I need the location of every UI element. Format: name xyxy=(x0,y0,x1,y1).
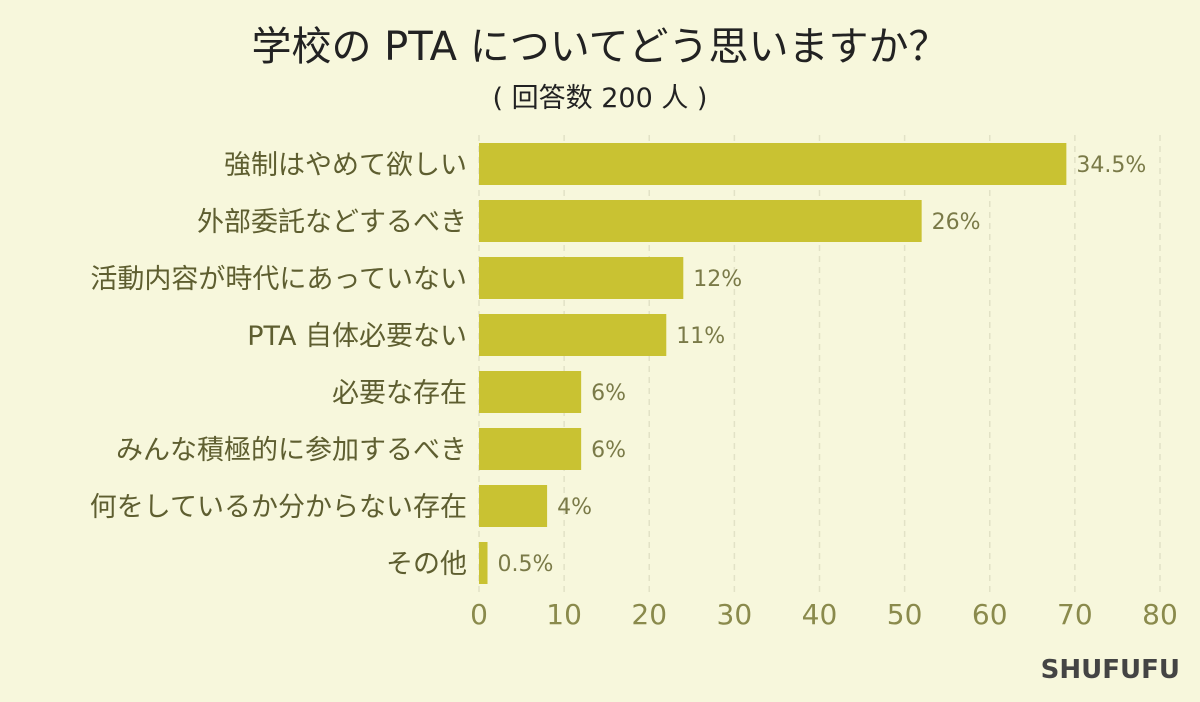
bar xyxy=(479,542,488,584)
category-label: 活動内容が時代にあっていない xyxy=(90,264,467,295)
data-label: 26% xyxy=(932,210,981,235)
x-tick-label: 50 xyxy=(887,598,923,631)
bar xyxy=(479,257,684,299)
x-tick-label: 30 xyxy=(717,598,753,631)
data-label: 11% xyxy=(676,324,725,349)
bar xyxy=(479,200,922,242)
chart-title: 学校の PTA についてどう思いますか？ xyxy=(251,24,948,70)
category-label: PTA 自体必要ない xyxy=(247,321,467,352)
bar xyxy=(479,314,667,356)
category-label: その他 xyxy=(386,549,467,580)
chart-subtitle: ( 回答数 200 人 ) xyxy=(493,83,708,114)
data-label: 34.5% xyxy=(1076,153,1146,178)
x-tick-label: 0 xyxy=(470,598,488,631)
bar xyxy=(479,143,1067,185)
category-label: みんな積極的に参加するべき xyxy=(116,435,467,466)
x-tick-label: 60 xyxy=(972,598,1008,631)
bar xyxy=(479,371,582,413)
data-label: 4% xyxy=(557,495,592,520)
x-tick-label: 80 xyxy=(1142,598,1178,631)
x-tick-label: 20 xyxy=(631,598,667,631)
data-label: 0.5% xyxy=(498,552,554,577)
x-tick-label: 10 xyxy=(546,598,582,631)
bar xyxy=(479,428,582,470)
data-label: 6% xyxy=(591,381,626,406)
x-tick-label: 70 xyxy=(1057,598,1093,631)
x-tick-label: 40 xyxy=(802,598,838,631)
category-label: 必要な存在 xyxy=(332,378,467,409)
data-label: 6% xyxy=(591,438,626,463)
category-label: 外部委託などするべき xyxy=(197,207,467,238)
bar xyxy=(479,485,548,527)
credit-logo: SHUFUFU xyxy=(1041,655,1180,685)
category-label: 強制はやめて欲しい xyxy=(224,150,467,181)
data-label: 12% xyxy=(693,267,742,292)
category-label: 何をしているか分からない存在 xyxy=(90,492,467,523)
